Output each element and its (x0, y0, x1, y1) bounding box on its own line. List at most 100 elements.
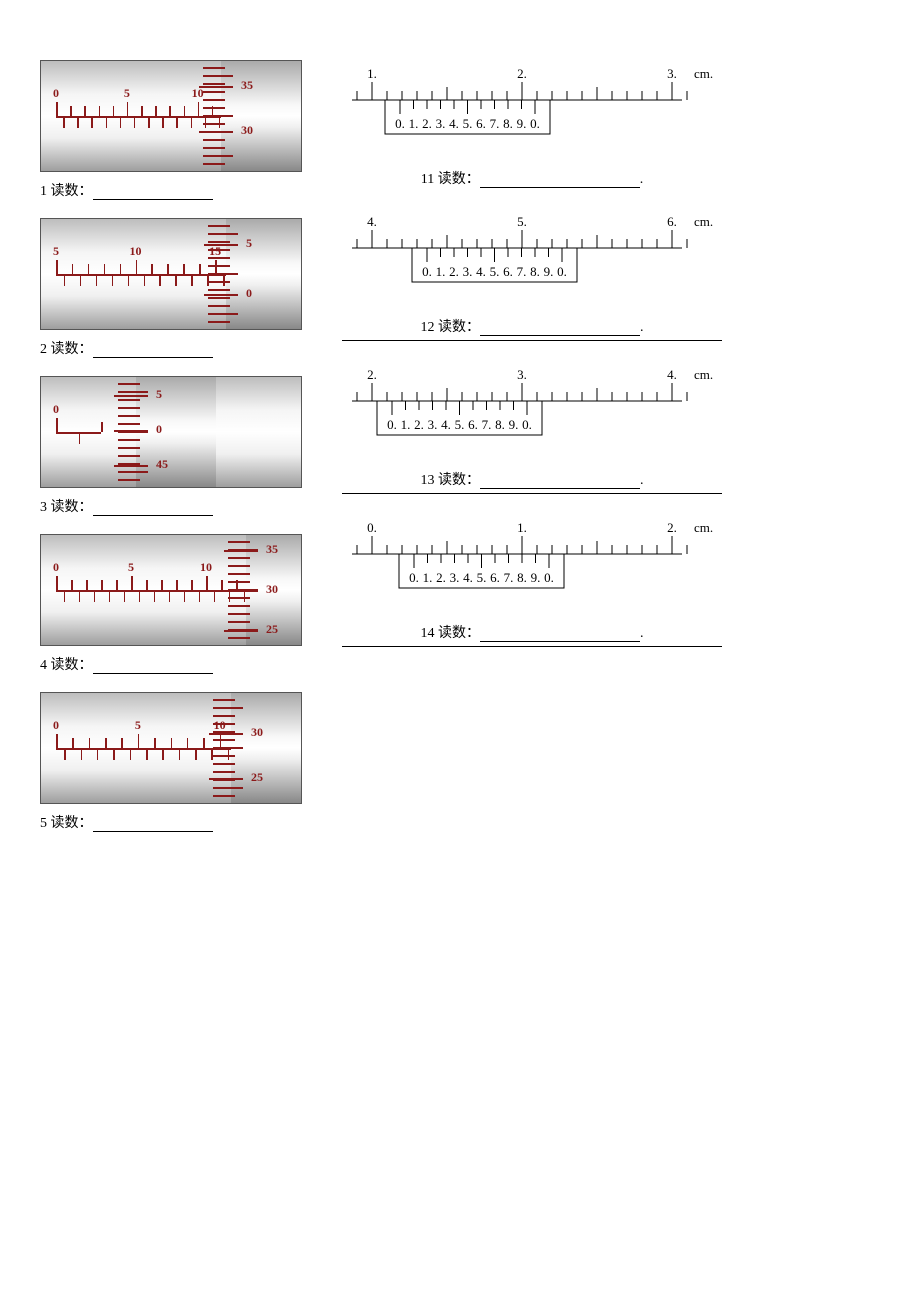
reading-prompt: 3 读数： (40, 496, 302, 516)
sleeve-bottom-tick (113, 750, 115, 760)
thimble-tick (228, 541, 250, 543)
prompt-label: 读数： (51, 500, 93, 515)
svg-text:3.: 3. (517, 367, 527, 382)
svg-text:5.: 5. (463, 116, 473, 131)
thimble-tick (208, 241, 230, 243)
trailing-period: . (640, 172, 644, 187)
thimble-tick (208, 265, 230, 267)
sleeve-top-tick (191, 580, 193, 590)
answer-blank[interactable] (93, 659, 213, 674)
svg-text:6.: 6. (503, 264, 513, 279)
thimble-tick (203, 60, 225, 61)
thimble-tick (228, 605, 250, 607)
micrometer-item-4: 05103530254 读数： (40, 534, 302, 674)
svg-text:6.: 6. (667, 214, 677, 229)
answer-blank[interactable] (93, 343, 213, 358)
thimble-tick (213, 763, 235, 765)
sleeve-top-tick (183, 264, 185, 274)
svg-text:9.: 9. (509, 417, 519, 432)
vernier-item-11: 1.2.3.cm.0.1.2.3.4.5.6.7.8.9.0.11 读数：. (342, 60, 722, 188)
svg-text:2.: 2. (414, 417, 424, 432)
svg-text:9.: 9. (544, 264, 554, 279)
prompt-label: 读数： (51, 342, 93, 357)
svg-text:4.: 4. (449, 116, 459, 131)
thimble-tick (213, 715, 235, 717)
answer-blank[interactable] (480, 321, 640, 336)
sleeve-top-tick (215, 260, 217, 274)
thimble-label: 5 (246, 236, 252, 251)
answer-blank[interactable] (480, 627, 640, 642)
reading-prompt: 4 读数： (40, 654, 302, 674)
answer-blank[interactable] (93, 817, 213, 832)
thimble-tick (203, 107, 225, 109)
svg-text:7.: 7. (482, 417, 492, 432)
thimble-label: 25 (266, 622, 278, 637)
trailing-period: . (640, 626, 644, 641)
svg-text:2.: 2. (449, 264, 459, 279)
svg-text:cm.: cm. (694, 520, 713, 535)
vernier-diagram: 0.1.2.cm.0.1.2.3.4.5.6.7.8.9.0. (342, 514, 722, 614)
svg-text:1.: 1. (517, 520, 527, 535)
sleeve-label: 10 (200, 560, 212, 575)
svg-text:0.: 0. (544, 570, 554, 585)
prompt-label: 读数： (438, 473, 480, 488)
thimble-major-tick (114, 465, 148, 467)
svg-text:3.: 3. (436, 116, 446, 131)
sleeve-top-tick (86, 580, 88, 590)
sleeve-bottom-tick (124, 592, 126, 602)
micrometer-item-2: 51015502 读数： (40, 218, 302, 358)
thimble: 3025 (231, 693, 302, 803)
answer-blank[interactable] (93, 185, 213, 200)
vernier-diagram: 4.5.6.cm.0.1.2.3.4.5.6.7.8.9.0. (342, 208, 722, 308)
sleeve-bottom-tick (154, 592, 156, 602)
sleeve-bottom-tick (79, 592, 81, 602)
thimble-tick (203, 139, 225, 141)
answer-blank[interactable] (93, 501, 213, 516)
sleeve-bottom-tick (128, 276, 130, 286)
thimble-tick (228, 597, 250, 599)
thimble-tick (203, 75, 233, 77)
sleeve-top-tick (184, 106, 186, 116)
thimble-tick (118, 415, 140, 417)
svg-text:0.: 0. (422, 264, 432, 279)
sleeve-bottom-tick (162, 118, 164, 128)
reading-prompt: 11 读数：. (342, 168, 722, 188)
thimble-tick (118, 455, 140, 457)
answer-blank[interactable] (480, 173, 640, 188)
answer-blank[interactable] (480, 474, 640, 489)
thimble-tick (213, 739, 235, 741)
sleeve-top-tick (187, 738, 189, 748)
sleeve-top-tick (198, 102, 200, 116)
sleeve-bottom-tick (199, 592, 201, 602)
svg-text:3.: 3. (450, 570, 460, 585)
thimble-tick (213, 787, 243, 789)
thimble-label: 35 (241, 78, 253, 93)
thimble-tick (118, 391, 148, 393)
prompt-label: 读数： (438, 172, 480, 187)
svg-text:1.: 1. (409, 116, 419, 131)
thimble-tick (208, 249, 230, 251)
prompt-number: 13 (421, 473, 435, 488)
section-divider (342, 493, 722, 494)
thimble-label: 35 (266, 542, 278, 557)
thimble-tick (118, 383, 140, 385)
thimble-major-tick (204, 294, 238, 296)
prompt-label: 读数： (438, 626, 480, 641)
sleeve-bottom-tick (120, 118, 122, 128)
thimble-major-tick (224, 630, 258, 632)
svg-text:7.: 7. (504, 570, 514, 585)
thimble-major-tick (209, 778, 243, 780)
sleeve-bottom-tick (169, 592, 171, 602)
thimble-tick (213, 771, 235, 773)
thimble-label: 25 (251, 770, 263, 785)
sleeve-bottom-tick (80, 276, 82, 286)
sleeve-top-tick (99, 106, 101, 116)
svg-text:8.: 8. (530, 264, 540, 279)
sleeve-label: 5 (128, 560, 134, 575)
svg-text:2.: 2. (422, 116, 432, 131)
prompt-number: 2 (40, 342, 47, 357)
svg-text:1.: 1. (436, 264, 446, 279)
micrometer-item-3: 050453 读数： (40, 376, 302, 516)
sleeve-top-tick (131, 576, 133, 590)
thimble-tick (208, 289, 230, 291)
